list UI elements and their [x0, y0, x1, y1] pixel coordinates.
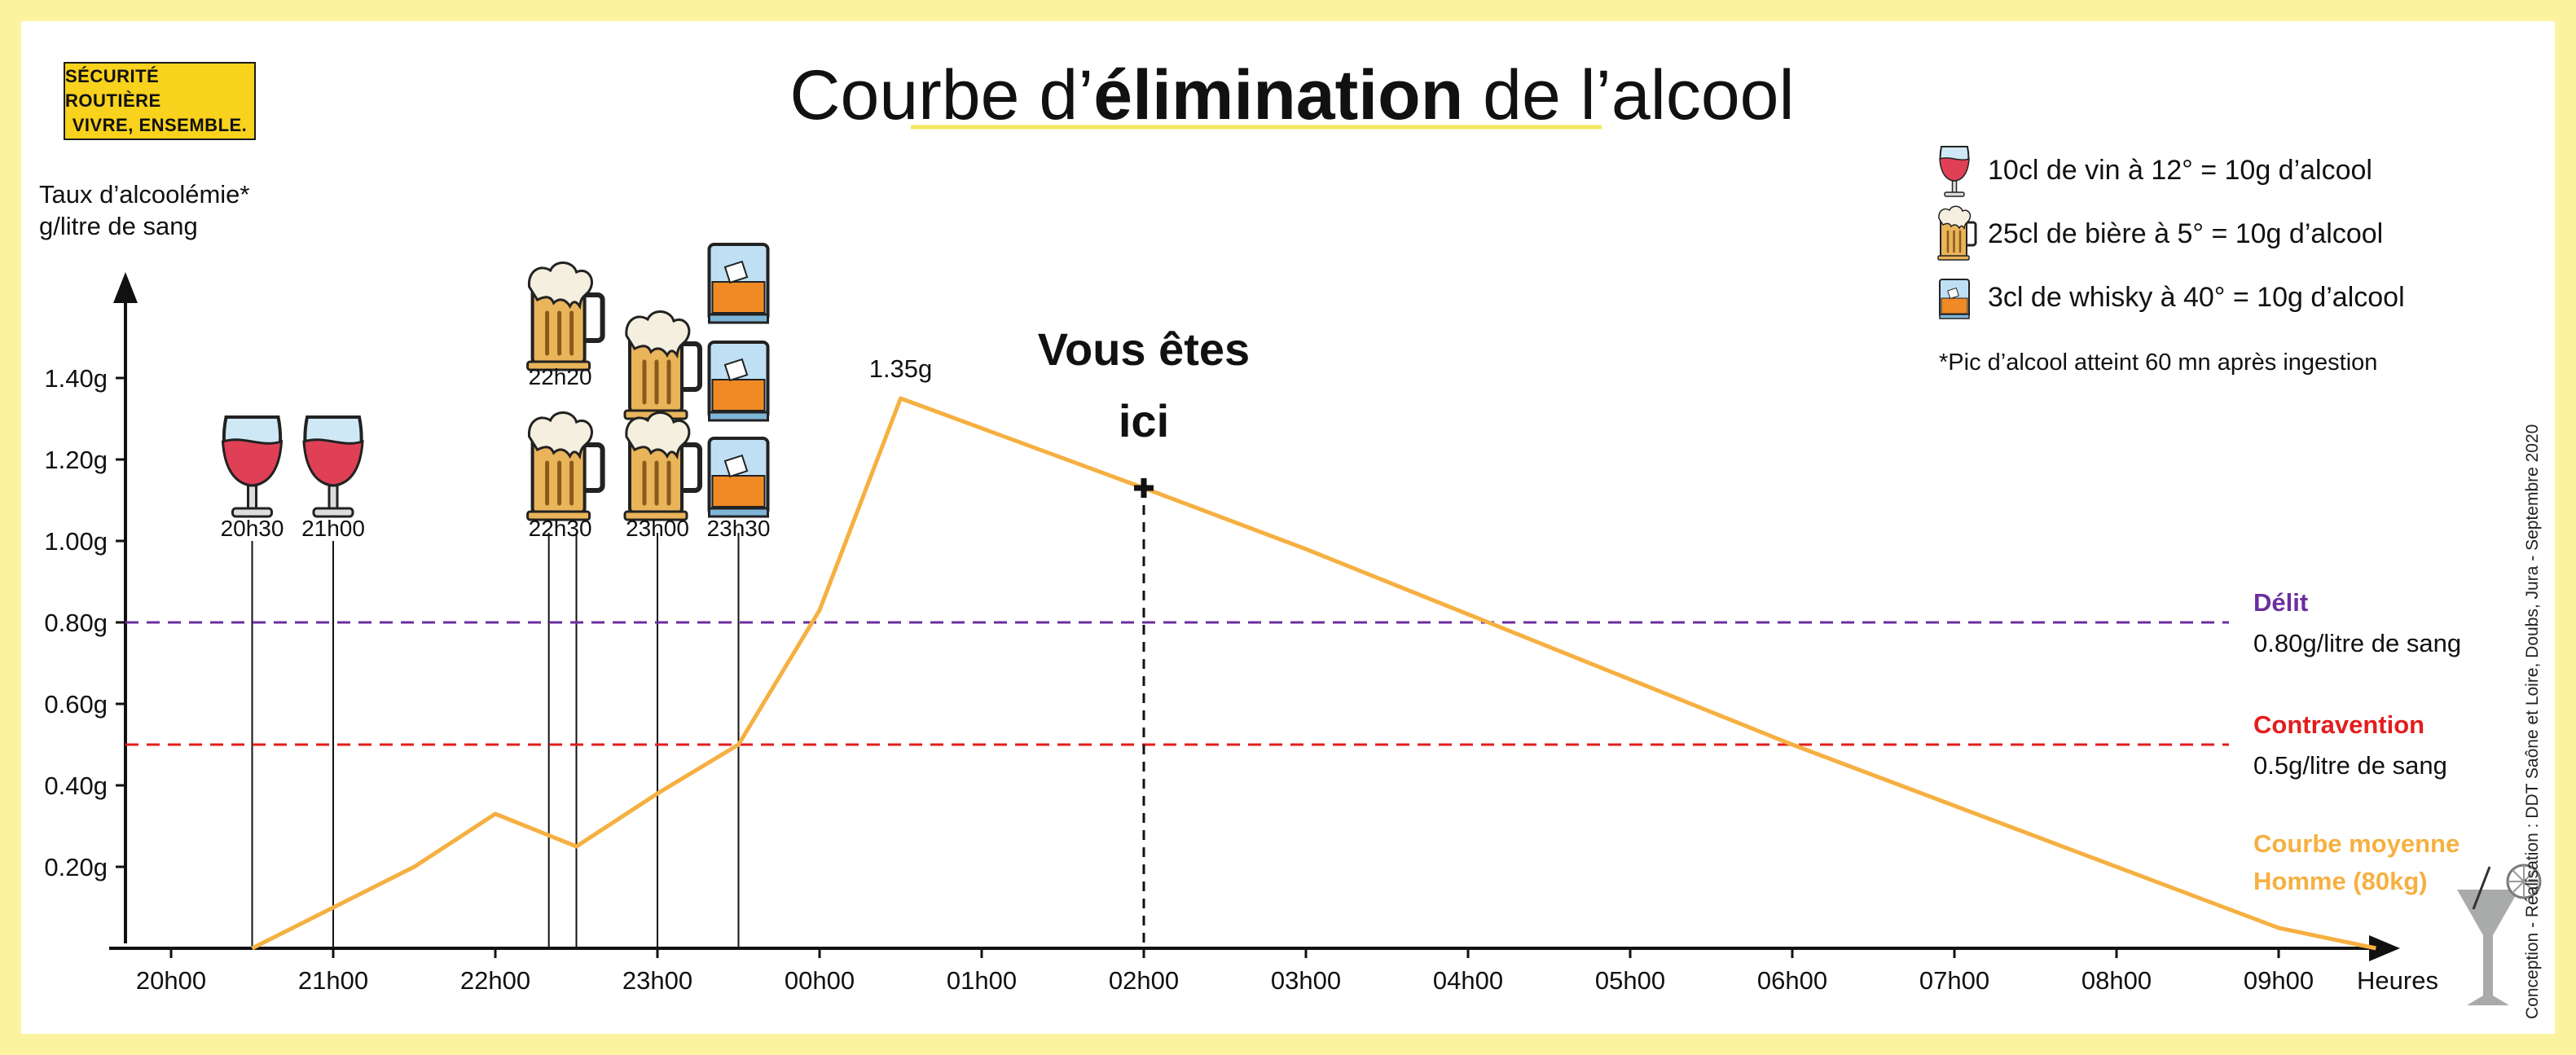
- beer-mug-icon: [623, 411, 702, 521]
- drink-time-label: 20h30: [221, 516, 284, 541]
- wine-glass-icon: [221, 415, 284, 518]
- x-tick-label: 23h00: [622, 966, 692, 995]
- x-tick-label: 20h00: [136, 966, 206, 995]
- you-are-here-group: Vous êtes ici: [1038, 323, 1250, 948]
- curve-legend-line2: Homme (80kg): [2253, 867, 2428, 895]
- drink-time-label: 23h30: [707, 516, 771, 541]
- cocktail-glass-icon: [2457, 864, 2542, 1005]
- peak-label: 1.35g: [869, 354, 933, 383]
- y-tick-label: 0.60g: [44, 690, 108, 719]
- y-axis-arrow: [113, 272, 138, 303]
- whisky-glass-icon: [1939, 279, 1970, 319]
- logo-line2: VIVRE, ENSEMBLE.: [72, 115, 248, 135]
- x-tick-label: 00h00: [785, 966, 855, 995]
- threshold-detail: 0.5g/litre de sang: [2253, 751, 2447, 780]
- drink-lines: [251, 533, 740, 948]
- drink-time-label: 22h20: [529, 364, 592, 389]
- y-axis-title-line2: g/litre de sang: [39, 212, 198, 240]
- poster-frame: Courbe d’élimination de l’alcool Taux d’…: [21, 21, 2555, 1034]
- whisky-glass-icon: [707, 243, 770, 324]
- chart-title: Courbe d’élimination de l’alcool: [789, 56, 1794, 134]
- threshold-name: Contravention: [2253, 710, 2424, 739]
- wine-glass-icon: [1939, 146, 1970, 197]
- x-tick-label: 02h00: [1109, 966, 1179, 995]
- y-tick-label: 1.00g: [44, 527, 108, 556]
- x-axis-label: Heures: [2357, 966, 2438, 995]
- y-tick-label: 0.80g: [44, 609, 108, 637]
- beer-mug-icon: [1937, 205, 1977, 261]
- x-axis-arrow: [2369, 935, 2400, 961]
- x-tick-label: 05h00: [1595, 966, 1665, 995]
- y-tick-label: 1.40g: [44, 364, 108, 393]
- y-tick-label: 0.40g: [44, 771, 108, 800]
- you-are-here-line1: Vous êtes: [1038, 323, 1250, 375]
- x-ticks: 20h00 21h00 22h00 23h00 00h00 01h00 02h00 03h00…: [136, 948, 2314, 995]
- whisky-glass-icon: [707, 341, 770, 422]
- curve-group: Courbe moyenne Homme (80kg) 1.35g: [251, 354, 2460, 951]
- beer-mug-icon: [623, 310, 702, 420]
- you-are-here-cross: [1134, 478, 1154, 498]
- credit-text: Conception - Réalisation : DDT Saône et …: [2523, 424, 2542, 1019]
- beer-mug-icon: [526, 262, 605, 371]
- footnote: *Pic d’alcool atteint 60 mn après ingest…: [1939, 349, 2377, 376]
- logo-line1: SÉCURITÉ ROUTIÈRE: [65, 66, 161, 111]
- wine-glass-icon: [302, 415, 364, 518]
- x-tick-label: 08h00: [2081, 966, 2152, 995]
- threshold-detail: 0.80g/litre de sang: [2253, 629, 2461, 657]
- x-tick-label: 01h00: [947, 966, 1017, 995]
- drink-time-label: 22h30: [529, 516, 592, 541]
- x-tick-label: 07h00: [1919, 966, 1989, 995]
- drink-icons: 20h30 21h00 22h20 22h30 23h00 23h30: [221, 243, 771, 541]
- drink-time-label: 21h00: [301, 516, 365, 541]
- y-ticks: 0.20g 0.40g 0.60g 0.80g 1.00g 1.20g 1.40g: [44, 364, 125, 881]
- drink-time-label: 23h00: [626, 516, 689, 541]
- y-tick-label: 0.20g: [44, 853, 108, 881]
- beer-mug-icon: [526, 411, 605, 521]
- alcohol-elimination-chart: Courbe d’élimination de l’alcool Taux d’…: [39, 56, 2542, 1019]
- x-tick-label: 04h00: [1433, 966, 1503, 995]
- securite-routiere-logo: SÉCURITÉ ROUTIÈRE VIVRE, ENSEMBLE.: [64, 62, 256, 140]
- x-tick-label: 09h00: [2244, 966, 2314, 995]
- threshold-name: Délit: [2253, 588, 2308, 617]
- y-tick-label: 1.20g: [44, 446, 108, 474]
- alcohol-curve: [251, 396, 2376, 951]
- x-tick-label: 21h00: [298, 966, 368, 995]
- x-tick-label: 03h00: [1271, 966, 1341, 995]
- y-axis-title-line1: Taux d’alcoolémie*: [39, 180, 249, 209]
- legend: 10cl de vin à 12° = 10g d’alcool 25cl de …: [1937, 146, 2405, 319]
- legend-text: 10cl de vin à 12° = 10g d’alcool: [1988, 155, 2372, 186]
- you-are-here-line2: ici: [1119, 395, 1169, 446]
- legend-text: 3cl de whisky à 40° = 10g d’alcool: [1988, 282, 2405, 313]
- curve-legend-line1: Courbe moyenne: [2253, 829, 2460, 858]
- legend-text: 25cl de bière à 5° = 10g d’alcool: [1988, 218, 2383, 249]
- x-tick-label: 06h00: [1757, 966, 1827, 995]
- whisky-glass-icon: [707, 437, 770, 518]
- x-tick-label: 22h00: [460, 966, 530, 995]
- threshold-lines: Délit 0.80g/litre de sang Contravention 0.5…: [125, 588, 2461, 780]
